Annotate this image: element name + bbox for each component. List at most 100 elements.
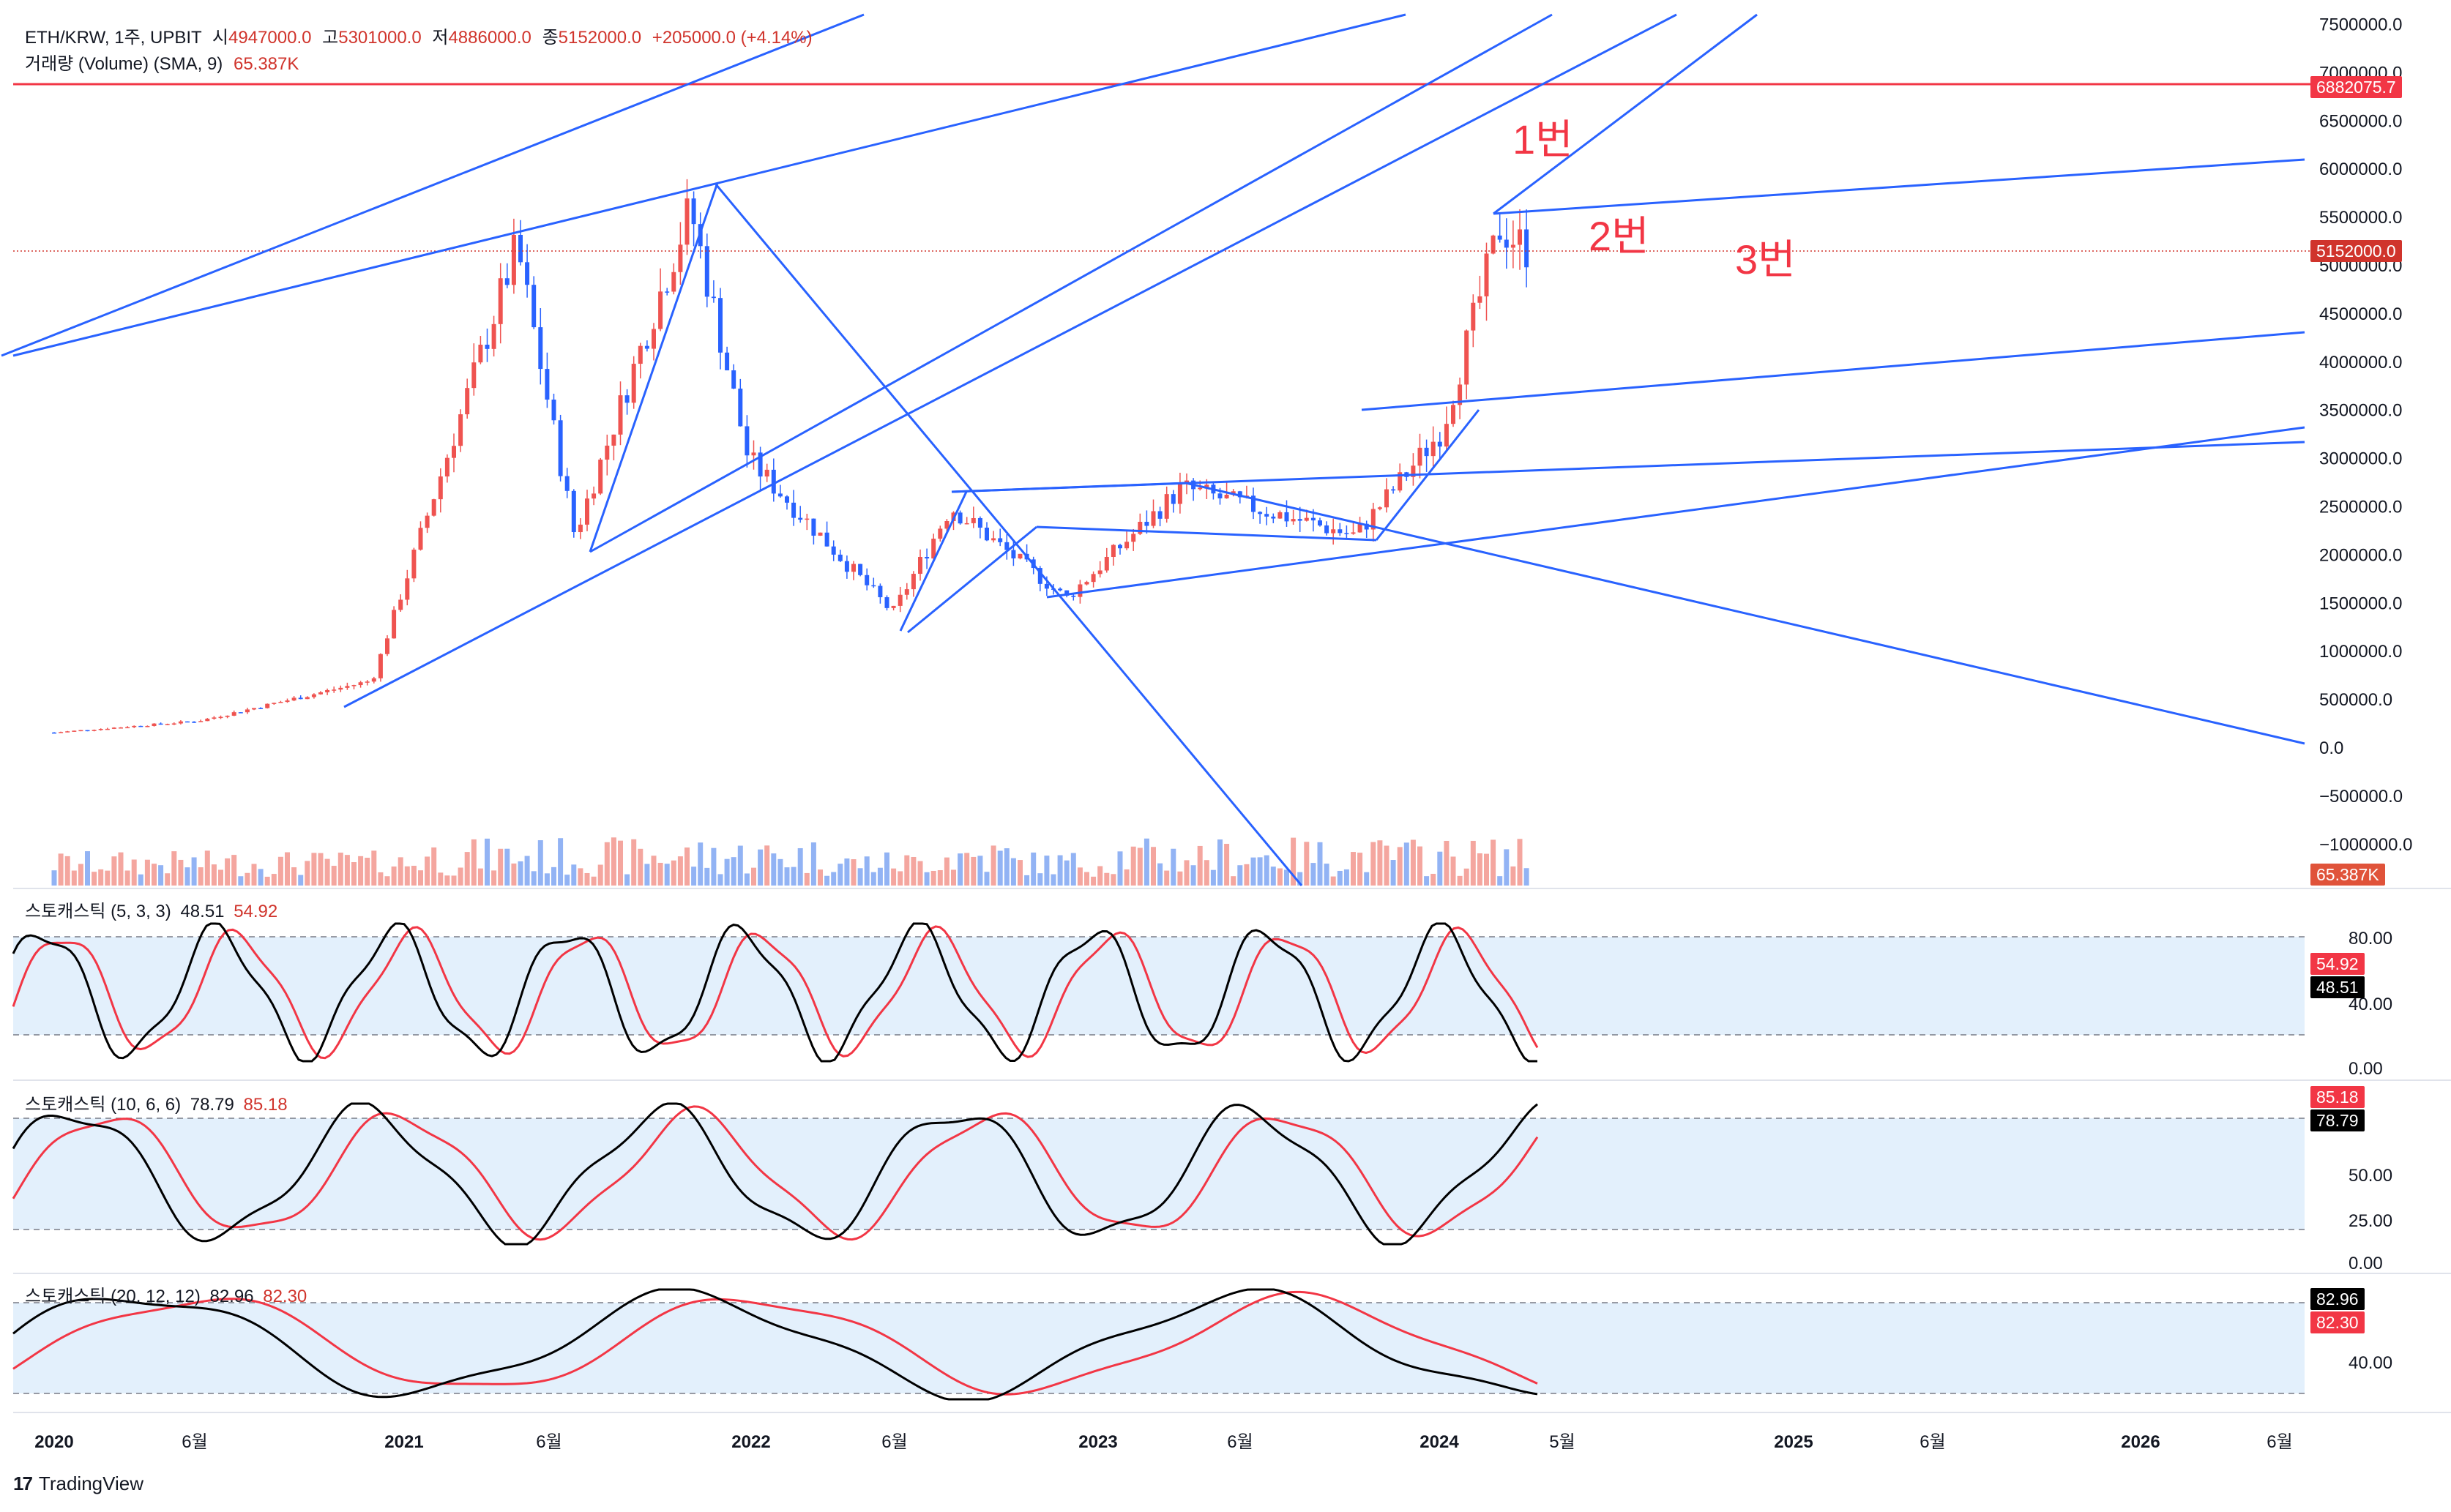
price-tick-label: 1500000.0 [2319,594,2402,613]
candle-body [718,298,723,353]
stoch-tick-label: 80.00 [2349,929,2392,948]
volume-bar [1164,870,1170,886]
trendline[interactable] [907,525,1037,634]
volume-bar [578,868,583,886]
brand-name: TradingView [38,1472,143,1494]
trendline[interactable] [1185,482,2305,745]
volume-bar [1097,866,1103,886]
volume-bar [1477,853,1482,886]
time-tick-label: 2020 [34,1432,73,1452]
time-tick-label: 5월 [1549,1432,1575,1452]
volume-bar [704,867,710,886]
volume-bar [78,864,83,886]
candle-body [245,709,250,713]
volume-bar [1204,860,1209,886]
volume-bar [1130,846,1136,886]
candle-body [1104,557,1109,571]
candle-body [1477,296,1482,303]
volume-bar [797,847,803,886]
candle-body [111,727,116,729]
stoch-band-1 [13,937,2305,1035]
volume-bar [391,866,397,886]
trendline[interactable] [589,13,1553,553]
volume-bar [305,861,310,886]
volume-bar [1171,848,1176,886]
time-tick-label: 2021 [384,1432,423,1452]
volume-bar [1370,842,1376,886]
candle-body [871,585,876,587]
candle-body [365,681,370,683]
volume-bar [584,872,590,886]
candle-body [777,493,783,497]
volume-bar [638,848,643,886]
volume-bar [218,869,223,886]
volume-bar [464,852,470,886]
volume-bar [51,870,57,886]
trendline[interactable] [1,13,865,357]
candle-body [178,721,183,724]
trendline[interactable] [1493,13,1758,215]
candle-body [1437,441,1442,447]
volume-bar [870,872,876,886]
volume-bar [744,873,750,886]
trendline[interactable] [343,13,1677,708]
candle-body [1064,590,1070,596]
volume-bar [964,853,970,886]
candle-body [59,732,64,733]
candle-body [998,538,1003,542]
volume-bar [777,858,783,886]
volume-bar [1523,868,1529,886]
candle-body [198,721,204,722]
candle-body [791,502,797,518]
candle-body [1430,441,1436,457]
candle-body [891,605,896,608]
candle-body [152,723,157,726]
trendline[interactable] [1036,525,1377,542]
candle-body [671,272,676,292]
candle-body [285,700,290,703]
candle-body [385,638,389,654]
volume-bar [1343,869,1349,886]
volume-bar [477,868,483,886]
candle-body [1157,511,1163,519]
trendline[interactable] [1046,426,2305,599]
trendline[interactable] [715,184,1303,886]
candle-body [618,395,623,435]
stoch-band-2 [13,1118,2305,1230]
candle-body [1284,512,1289,522]
candle-body [272,703,277,704]
candle-body [558,420,563,476]
volume-bar [604,842,610,886]
stoch1-d-line [12,925,1539,1060]
trendline[interactable] [1375,409,1480,541]
stoch1-k-tag: 48.51 [2310,976,2365,998]
candle-body [205,719,210,722]
candle-body [1258,512,1263,514]
candle-body [1177,482,1182,504]
volume-bar [1177,871,1183,886]
candle-body [485,344,490,349]
trendline[interactable] [589,182,719,553]
volume-bar [1497,876,1503,886]
volume-bar [937,870,943,886]
price-tick-label: 4500000.0 [2319,304,2402,324]
trendline[interactable] [1361,331,2305,411]
volume-bar [511,863,517,886]
volume-bar [504,848,510,886]
volume-bar [1104,872,1110,886]
volume-bar [211,864,217,886]
trendline[interactable] [899,491,968,632]
trendline[interactable] [951,482,1187,493]
volume-bar [991,845,996,886]
trendlines[interactable] [1,13,2305,886]
stoch3-legend: 스토캐스틱 (20, 12, 12) 82.96 82.30 [25,1287,307,1306]
volume-bar [251,864,257,886]
candle-body [1037,568,1042,584]
volume-bar [318,853,324,886]
candle-body [411,550,417,579]
trendline[interactable] [12,13,1406,357]
trendline[interactable] [1493,158,2305,215]
volume-bar [311,853,317,886]
volume-bar [971,856,977,886]
